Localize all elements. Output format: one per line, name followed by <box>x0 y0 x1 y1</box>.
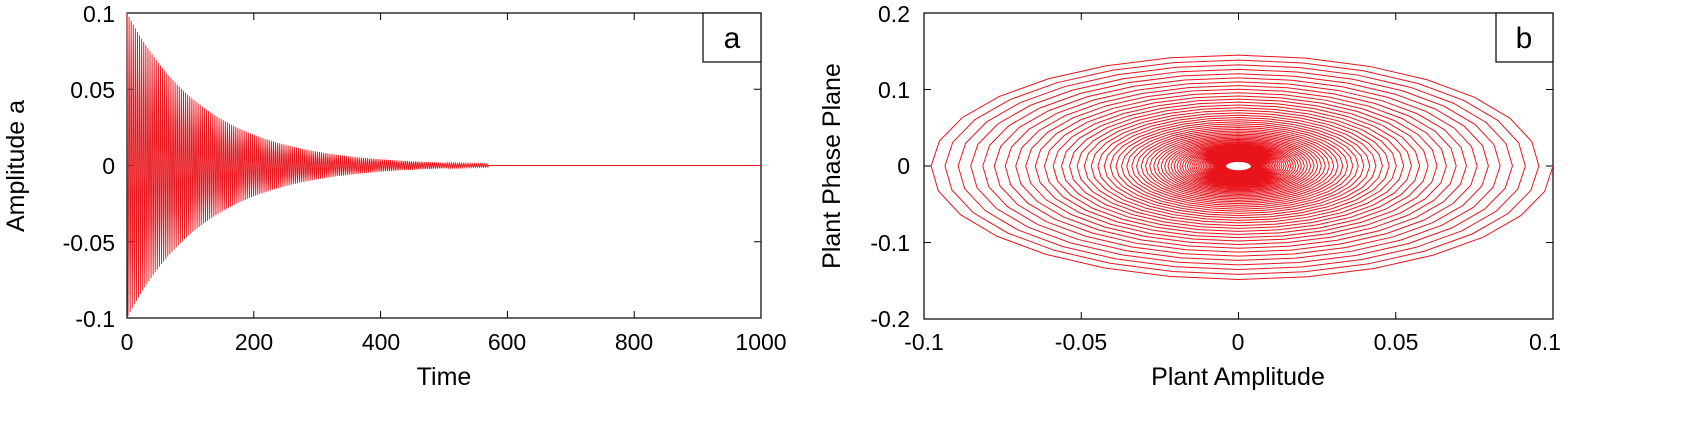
panel-label: b <box>1516 22 1533 55</box>
x-tick-label: 600 <box>488 329 526 355</box>
x-tick-label: 800 <box>615 329 653 355</box>
y-tick-label: -0.05 <box>63 230 115 256</box>
data-layer <box>930 54 1554 280</box>
x-tick-label: 0.05 <box>1374 329 1419 355</box>
x-tick-label: 0 <box>1232 329 1245 355</box>
y-tick-label: 0 <box>102 153 115 179</box>
chart-panel-b: 0.2 0.1 0 -0.1 -0.2 -0.1 -0.05 0 0.05 0.… <box>818 1 1561 391</box>
x-axis-title: Time <box>417 363 472 391</box>
series-line-amplitude <box>126 12 761 317</box>
x-tick-label: 0 <box>121 329 134 355</box>
x-tick-label: -0.05 <box>1055 329 1107 355</box>
y-tick-label: -0.2 <box>870 306 910 332</box>
chart-panel-a: 0.1 0.05 0 -0.05 -0.1 0 200 400 600 800 … <box>2 1 787 391</box>
x-tick-label: 200 <box>235 329 273 355</box>
y-tick-label: 0.05 <box>70 77 115 103</box>
x-tick-label: 0.1 <box>1529 329 1561 355</box>
series-line-phase-spiral <box>930 54 1554 280</box>
panel-label: a <box>724 22 741 55</box>
panel-label-box <box>702 12 762 63</box>
y-tick-label: 0.1 <box>83 1 115 27</box>
x-tick-label: 1000 <box>735 329 786 355</box>
y-tick-label: 0.1 <box>878 77 910 103</box>
y-axis-title: Amplitude a <box>2 100 30 232</box>
y-tick-label: 0.2 <box>878 1 910 27</box>
data-layer <box>126 12 761 317</box>
x-tick-label: 400 <box>362 329 400 355</box>
y-tick-label: -0.1 <box>870 230 910 256</box>
x-tick-label: -0.1 <box>904 329 944 355</box>
tick-marks <box>923 12 1554 320</box>
plot-area-frame <box>923 12 1554 320</box>
y-tick-label: 0 <box>897 153 910 179</box>
y-axis-title: Plant Phase Plane <box>818 63 846 269</box>
x-axis-title: Plant Amplitude <box>1151 363 1325 391</box>
y-tick-label: -0.1 <box>75 306 115 332</box>
panel-label-box <box>1495 12 1554 63</box>
